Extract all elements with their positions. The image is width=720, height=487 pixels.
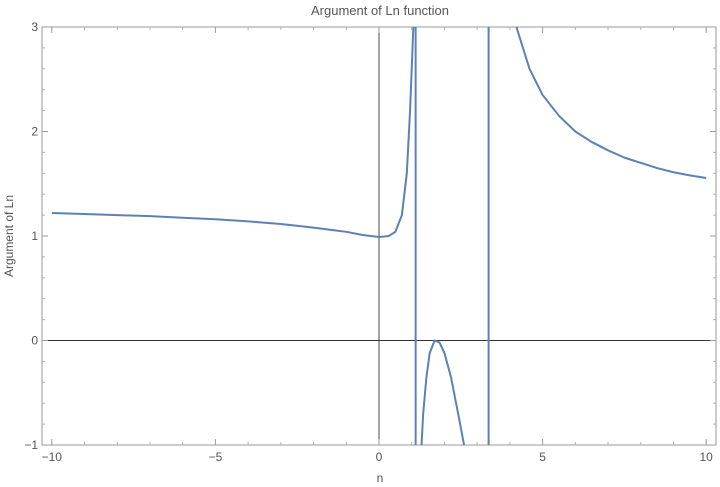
series-left-branch <box>51 27 415 239</box>
y-tick-label: 1 <box>31 229 38 243</box>
x-tick-label: −5 <box>209 450 223 464</box>
series-right-branch <box>515 27 707 179</box>
x-tick-label: 0 <box>376 450 383 464</box>
y-tick-label: 0 <box>31 334 38 348</box>
y-tick-label: 2 <box>31 125 38 139</box>
x-tick-label: 5 <box>539 450 546 464</box>
x-tick-label: 10 <box>700 450 714 464</box>
y-tick-label: 3 <box>31 20 38 34</box>
series-lower-arch <box>420 339 466 445</box>
x-tick-label: −10 <box>42 450 63 464</box>
x-axis-title: n <box>377 471 384 485</box>
chart-title: Argument of Ln function <box>311 3 449 18</box>
y-tick-label: −1 <box>24 438 38 452</box>
y-axis-title: Argument of Ln <box>2 195 16 277</box>
